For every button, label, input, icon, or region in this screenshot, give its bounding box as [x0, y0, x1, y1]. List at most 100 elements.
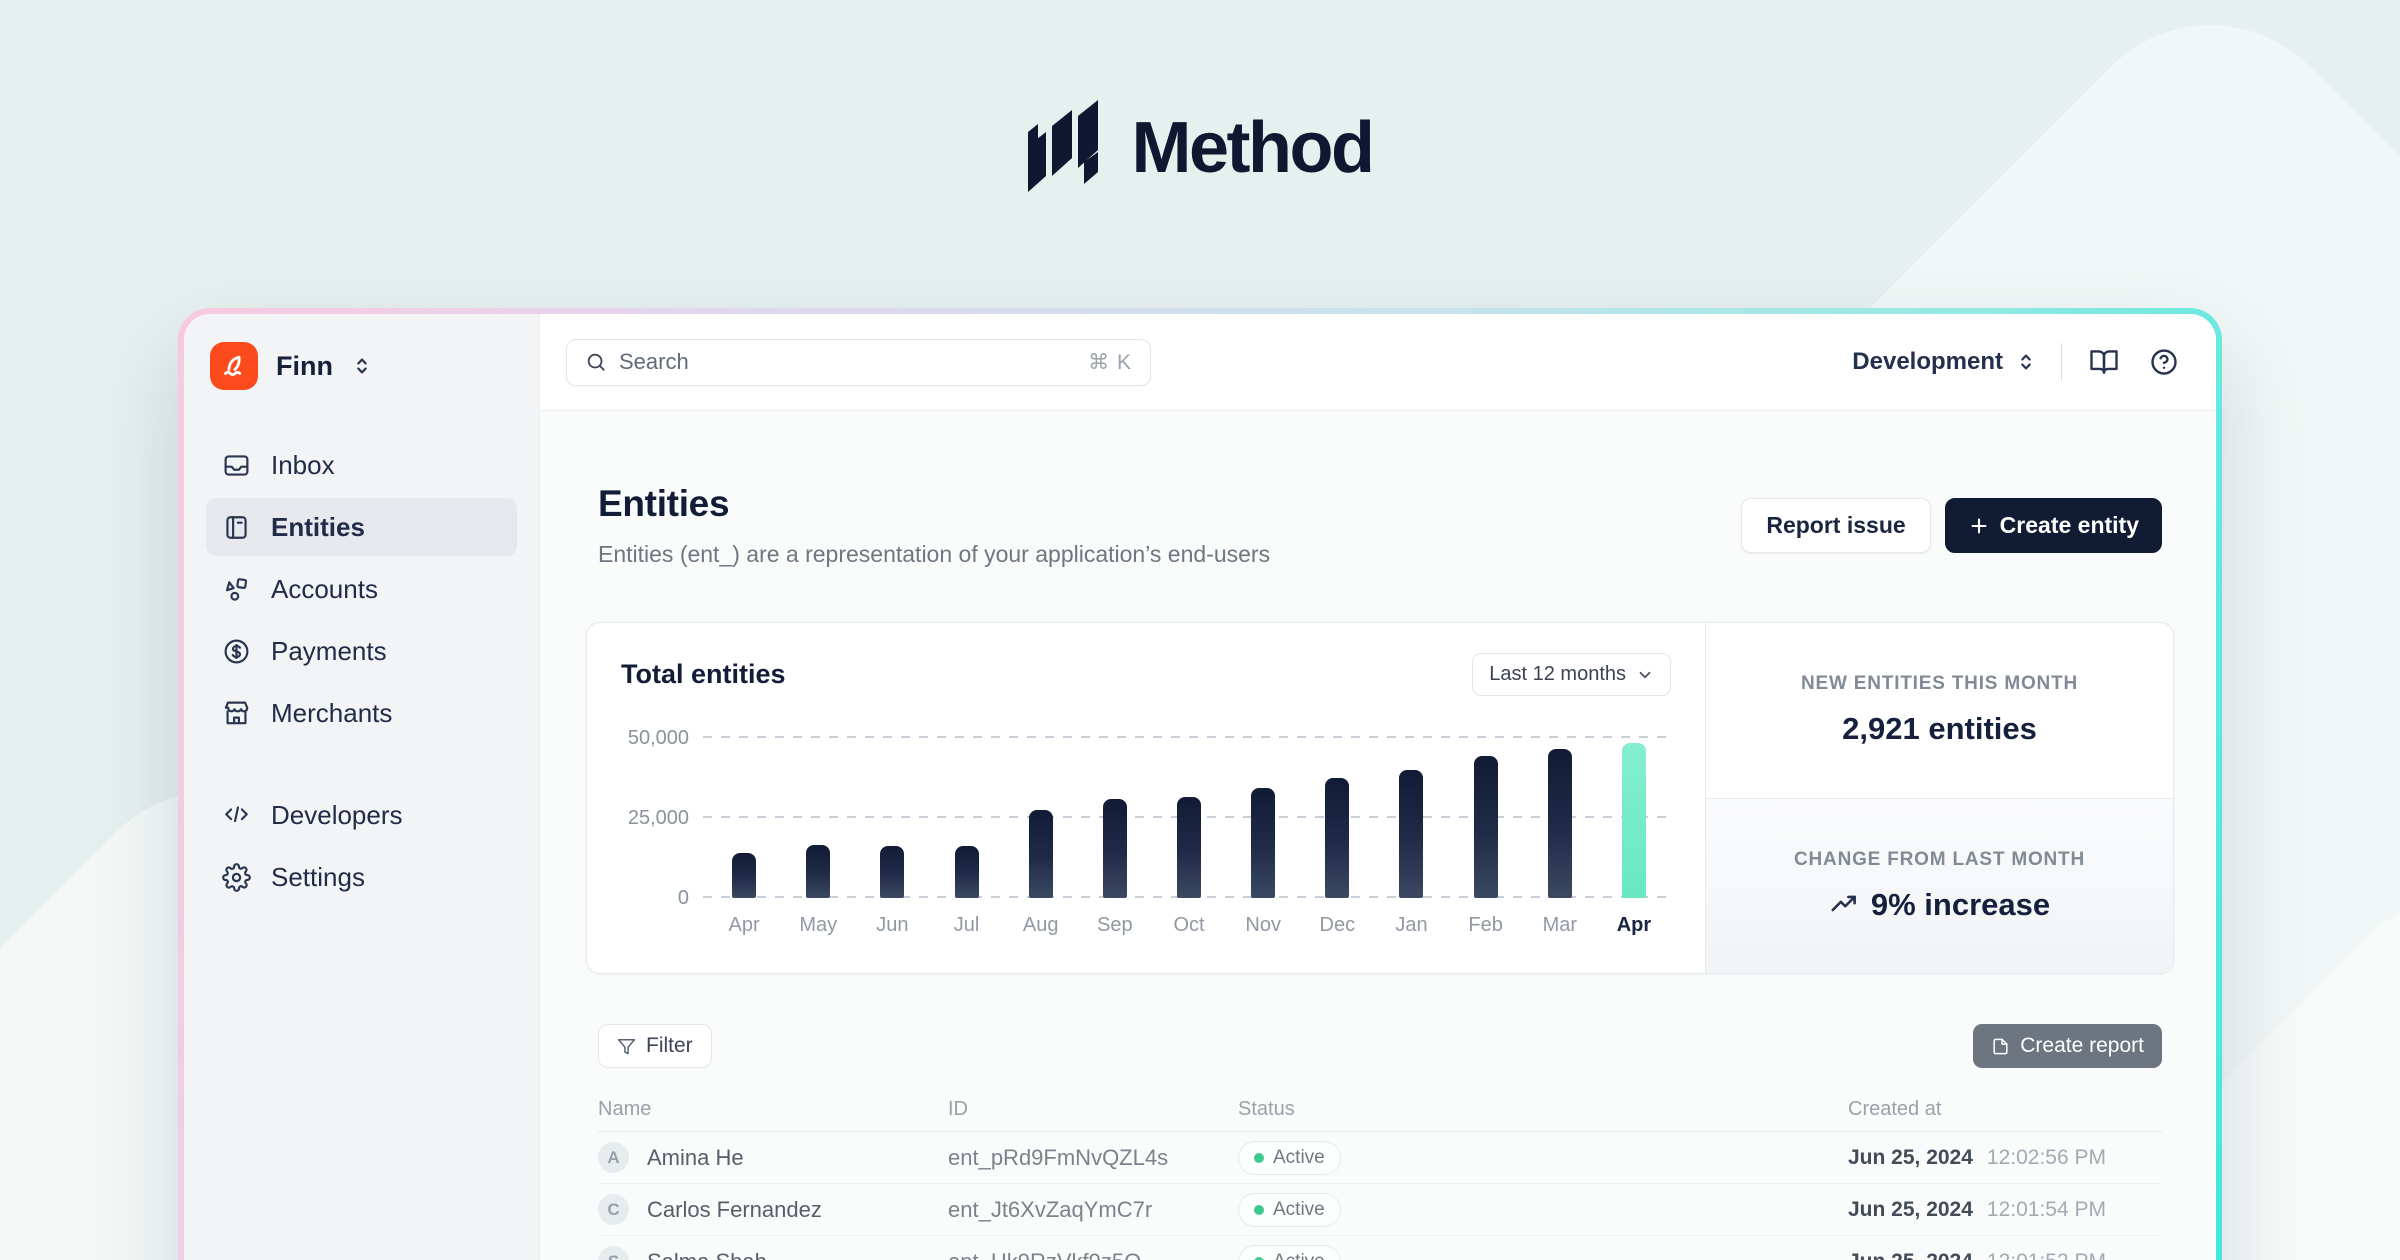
create-entity-label: Create entity — [1999, 512, 2139, 538]
bar-jul-3[interactable] — [954, 845, 979, 898]
search-icon — [587, 353, 605, 371]
stat-label: CHANGE FROM LAST MONTH — [1794, 848, 2085, 870]
status-badge: Active — [1238, 1244, 1341, 1260]
bar-jun-2[interactable] — [880, 845, 905, 898]
docs-button[interactable] — [2086, 344, 2122, 380]
created-date: Jun 25, 2024 — [1848, 1197, 1973, 1221]
x-axis-label: Jul — [953, 914, 980, 936]
x-axis-label: Nov — [1245, 914, 1281, 936]
filter-button[interactable]: Filter — [598, 1024, 712, 1068]
report-issue-button[interactable]: Report issue — [1741, 498, 1931, 553]
entity-name: Carlos Fernandez — [647, 1196, 822, 1222]
column-header-created-at: Created at — [1848, 1098, 1942, 1120]
create-report-button[interactable]: Create report — [1973, 1024, 2162, 1068]
y-tick-label: 50,000 — [627, 727, 689, 749]
created-date: Jun 25, 2024 — [1848, 1250, 1973, 1260]
bar-may-1[interactable] — [806, 845, 831, 898]
table-row[interactable]: S Salma Shah ent_Hk9RzVkf9z5Q Active Jun… — [598, 1236, 2162, 1260]
table-row[interactable]: C Carlos Fernandez ent_Jt6XvZaqYmC7r Act… — [598, 1184, 2162, 1236]
bar-sep-5[interactable] — [1102, 798, 1127, 898]
status-badge: Active — [1238, 1140, 1341, 1175]
sidebar-item-label: Payments — [271, 635, 387, 666]
x-axis-label: Dec — [1319, 914, 1356, 936]
sidebar-item-label: Settings — [271, 861, 365, 892]
trending-up-icon — [1831, 895, 1856, 912]
help-button[interactable] — [2146, 344, 2182, 380]
bar-slot — [1152, 738, 1226, 898]
sidebar-item-label: Inbox — [271, 449, 335, 480]
y-axis: 0 25,000 50,000 — [621, 727, 691, 909]
sidebar-item-inbox[interactable]: Inbox — [206, 436, 517, 494]
bar-chart: 0 25,000 50,000 — [621, 727, 1671, 909]
bar-slot — [855, 738, 929, 898]
storefront-icon — [224, 701, 249, 724]
avatar: S — [598, 1246, 629, 1260]
entity-name: Amina He — [647, 1144, 744, 1170]
method-logo-icon — [1027, 100, 1098, 192]
bar-nov-7[interactable] — [1251, 787, 1276, 898]
x-axis-label: Mar — [1542, 914, 1578, 936]
sidebar-item-accounts[interactable]: Accounts — [206, 560, 517, 618]
range-label: Last 12 months — [1489, 663, 1626, 685]
sidebar-item-settings[interactable]: Settings — [206, 848, 517, 906]
bar-apr-0[interactable] — [732, 853, 757, 898]
page-actions: Report issue Create entity — [1741, 498, 2162, 553]
entity-id: ent_Hk9RzVkf9z5Q — [948, 1249, 1238, 1260]
dollar-circle-icon — [224, 639, 249, 663]
bar-slot — [929, 738, 1003, 898]
brand-logo: Method — [0, 100, 2400, 196]
range-selector[interactable]: Last 12 months — [1472, 653, 1671, 696]
app-window-frame: Finn Inbox En — [178, 308, 2222, 1260]
chevron-updown-icon — [357, 358, 367, 374]
x-axis-label: Apr — [728, 914, 760, 936]
divider — [2061, 343, 2062, 381]
environment-switcher[interactable]: Development — [1852, 348, 2037, 376]
bar-jan-9[interactable] — [1399, 770, 1424, 898]
sidebar-nav-secondary: Developers Settings — [206, 786, 517, 906]
bar-aug-4[interactable] — [1028, 810, 1053, 898]
report-icon — [1993, 1038, 2008, 1054]
bar-oct-6[interactable] — [1177, 797, 1202, 898]
status-dot-icon — [1254, 1256, 1264, 1260]
org-switcher[interactable]: Finn — [206, 342, 517, 390]
bar-slot — [1523, 738, 1597, 898]
help-circle-icon — [2151, 349, 2177, 375]
sidebar-item-developers[interactable]: Developers — [206, 786, 517, 844]
sidebar-item-entities[interactable]: Entities — [206, 498, 517, 556]
create-entity-button[interactable]: Create entity — [1944, 498, 2162, 553]
bar-slot — [1004, 738, 1078, 898]
chart-panel: Total entities Last 12 months 0 25,000 50,… — [587, 623, 1705, 973]
brand-name: Method — [1131, 108, 1375, 188]
funnel-icon — [617, 1038, 636, 1054]
stat-value: 2,921 entities — [1842, 711, 2037, 747]
bar-slot — [781, 738, 855, 898]
bar-dec-8[interactable] — [1325, 778, 1350, 898]
topbar-right: Development — [1852, 343, 2182, 381]
table-row[interactable]: A Amina He ent_pRd9FmNvQZL4s Active Jun … — [598, 1132, 2162, 1184]
status-label: Active — [1273, 1198, 1325, 1220]
sidebar-item-payments[interactable]: Payments — [206, 622, 517, 680]
sidebar-nav-main: Inbox Entities Accounts — [206, 436, 517, 742]
page-title: Entities — [598, 483, 730, 524]
search-input[interactable] — [619, 349, 1077, 375]
search-bar[interactable]: ⌘ K — [566, 338, 1151, 386]
page-header: Entities Entities (ent_) are a represent… — [586, 483, 2174, 568]
bar-slot — [1300, 738, 1374, 898]
chart-title: Total entities — [621, 659, 786, 689]
sidebar-item-label: Merchants — [271, 697, 393, 728]
plus-icon — [1971, 518, 1987, 533]
bar-mar-11[interactable] — [1547, 749, 1572, 898]
bar-feb-10[interactable] — [1473, 755, 1498, 898]
entities-table: Name ID Status Created at A Amina He ent… — [598, 1088, 2162, 1260]
status-dot-icon — [1254, 1204, 1264, 1215]
total-entities-card: Total entities Last 12 months 0 25,000 50,… — [586, 622, 2174, 974]
x-axis-label: Jan — [1395, 914, 1428, 936]
bar-slot — [707, 738, 781, 898]
bar-apr-12[interactable] — [1621, 742, 1646, 898]
org-avatar — [210, 342, 258, 390]
sidebar-item-merchants[interactable]: Merchants — [206, 684, 517, 742]
x-axis-label: Jun — [876, 914, 909, 936]
search-shortcut: ⌘ K — [1088, 350, 1132, 374]
journal-icon — [226, 515, 247, 539]
main-area: ⌘ K Development — [540, 314, 2216, 1260]
